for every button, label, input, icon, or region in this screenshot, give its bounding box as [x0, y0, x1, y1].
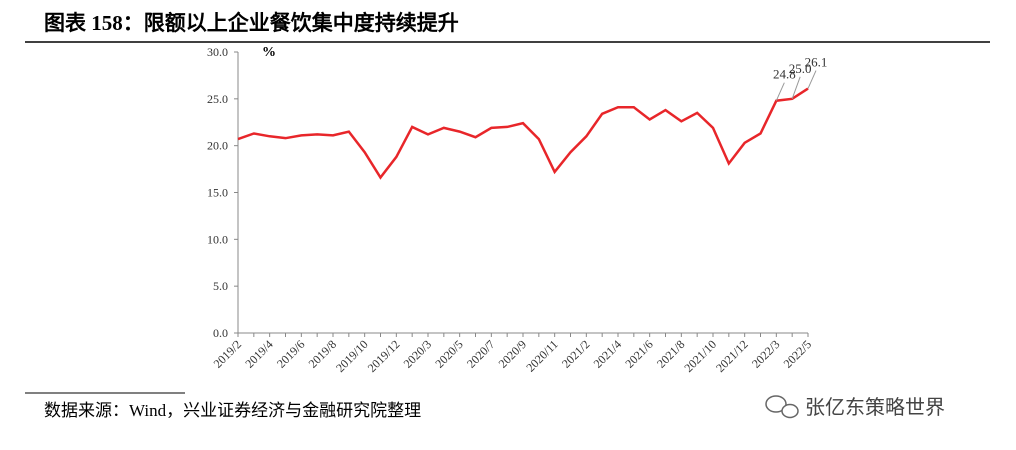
label-leader — [775, 82, 785, 101]
label-leader — [791, 76, 801, 100]
x-tick-label: 2022/5 — [781, 337, 814, 370]
watermark: 张亿东策略世界 — [805, 395, 945, 419]
x-tick-label: 2020/3 — [401, 337, 434, 370]
x-tick-label: 2019/10 — [333, 337, 371, 375]
chart-title: 图表 158：限额以上企业餐饮集中度持续提升 — [44, 11, 459, 35]
line-series — [237, 87, 809, 180]
data-label: 24.8 — [773, 67, 796, 82]
watermark-icon — [765, 395, 799, 419]
y-unit: % — [262, 45, 276, 60]
x-tick-label: 2020/11 — [523, 337, 560, 374]
x-tick-label: 2021/6 — [622, 337, 655, 370]
y-tick-label: 15.0 — [207, 186, 228, 200]
y-tick-label: 20.0 — [207, 139, 228, 153]
y-tick-label: 0.0 — [213, 326, 228, 340]
y-tick-label: 10.0 — [207, 232, 228, 246]
data-label: 26.1 — [805, 55, 828, 70]
y-tick-label: 30.0 — [207, 45, 228, 59]
x-tick-label: 2019/2 — [211, 337, 244, 370]
x-tick-label: 2022/3 — [749, 337, 782, 370]
x-tick-label: 2020/7 — [464, 337, 497, 370]
x-tick-label: 2021/4 — [591, 337, 624, 370]
x-tick-label: 2021/10 — [681, 337, 719, 375]
x-tick-label: 2019/4 — [242, 337, 275, 370]
y-tick-label: 5.0 — [213, 279, 228, 293]
data-label: 25.0 — [789, 61, 812, 76]
x-tick-label: 2021/12 — [713, 337, 751, 375]
label-leader — [807, 70, 817, 89]
x-tick-label: 2020/5 — [432, 337, 465, 370]
x-tick-label: 2019/6 — [274, 337, 307, 370]
x-tick-label: 2019/12 — [365, 337, 403, 375]
x-tick-label: 2021/2 — [559, 337, 592, 370]
source: 数据来源：Wind，兴业证券经济与金融研究院整理 — [44, 401, 421, 420]
y-tick-label: 25.0 — [207, 92, 228, 106]
